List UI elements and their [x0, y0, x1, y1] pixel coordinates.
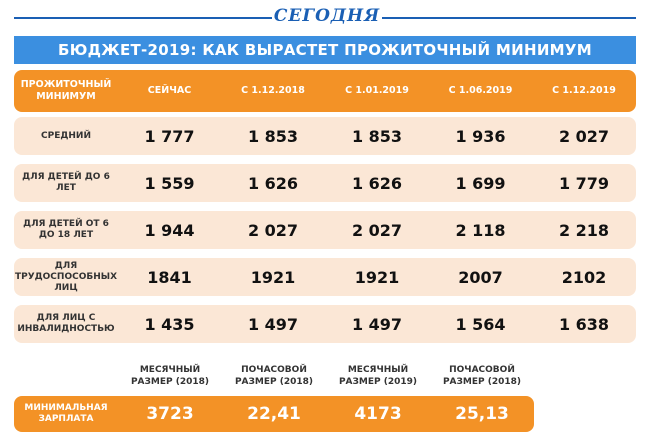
row-value: 1 559 — [144, 173, 195, 193]
brand-divider-left — [14, 17, 272, 19]
table-header-row: ПРОЖИТОЧНЫЙ МИНИМУМ СЕЙЧАС С 1.12.2018 С… — [14, 70, 636, 112]
table-row: ДЛЯ ДЕТЕЙ ОТ 6 ДО 18 ЛЕТ 1 944 2 027 2 0… — [14, 211, 636, 249]
min-wage-header: ПОЧАСОВОЙ РАЗМЕР (2018) — [442, 365, 522, 387]
row-value: 1 626 — [351, 173, 403, 193]
row-value: 1 944 — [144, 220, 195, 240]
row-label: ДЛЯ ТРУДОСПОСОБНЫХ ЛИЦ — [14, 260, 118, 293]
row-value: 1 626 — [247, 173, 299, 193]
table-row: ДЛЯ ЛИЦ С ИНВАЛИДНОСТЬЮ 1 435 1 497 1 49… — [14, 305, 636, 343]
page-title: БЮДЖЕТ-2019: КАК ВЫРАСТЕТ ПРОЖИТОЧНЫЙ МИ… — [14, 36, 636, 64]
row-value: 1 777 — [144, 126, 195, 146]
row-value: 1 779 — [558, 173, 610, 193]
row-value: 1 638 — [558, 314, 610, 334]
row-value: 1 853 — [351, 126, 403, 146]
row-value: 2 027 — [558, 126, 610, 146]
row-value: 2 027 — [351, 220, 403, 240]
header-cell-date-3: С 1.06.2019 — [448, 85, 513, 96]
row-value: 1 497 — [247, 314, 299, 334]
brand-header: СЕГОДНЯ — [0, 6, 650, 28]
row-value: 1 699 — [455, 173, 506, 193]
header-cell-date-2: С 1.01.2019 — [345, 85, 409, 96]
row-label: ДЛЯ ДЕТЕЙ ДО 6 ЛЕТ — [22, 172, 110, 193]
min-wage-value: 25,13 — [455, 404, 509, 424]
header-cell-date-4: С 1.12.2019 — [552, 85, 616, 96]
header-cell-date-1: С 1.12.2018 — [241, 85, 305, 96]
row-label: ДЛЯ ЛИЦ С ИНВАЛИДНОСТЬЮ — [17, 313, 115, 334]
min-wage-value: 22,41 — [247, 404, 301, 424]
brand-logo: СЕГОДНЯ — [273, 6, 381, 26]
table-row: ДЛЯ ДЕТЕЙ ДО 6 ЛЕТ 1 559 1 626 1 626 1 6… — [14, 164, 636, 202]
table-row: ДЛЯ ТРУДОСПОСОБНЫХ ЛИЦ 1841 1921 1921 20… — [14, 258, 636, 296]
row-label: СРЕДНИЙ — [41, 130, 91, 141]
row-value: 2 218 — [558, 220, 610, 240]
min-wage-label: МИНИМАЛЬНАЯ ЗАРПЛАТА — [24, 403, 108, 424]
row-value: 1 497 — [351, 314, 403, 334]
min-wage-value: 3723 — [146, 404, 194, 424]
min-wage-value: 4173 — [354, 404, 402, 424]
min-wage-header: МЕСЯЧНЫЙ РАЗМЕР (2019) — [338, 365, 418, 387]
row-value: 2102 — [561, 267, 607, 287]
brand-divider-right — [382, 17, 636, 19]
row-value: 1921 — [250, 267, 296, 287]
table-row: СРЕДНИЙ 1 777 1 853 1 853 1 936 2 027 — [14, 117, 636, 155]
row-value: 1 564 — [455, 314, 506, 334]
row-value: 2 118 — [455, 220, 506, 240]
row-value: 1841 — [147, 267, 192, 287]
min-wage-header: ПОЧАСОВОЙ РАЗМЕР (2018) — [234, 365, 314, 387]
row-value: 1921 — [354, 267, 400, 287]
row-value: 1 435 — [144, 314, 195, 334]
row-value: 2 027 — [247, 220, 299, 240]
min-wage-header: МЕСЯЧНЫЙ РАЗМЕР (2018) — [130, 365, 210, 387]
min-wage-bar: МИНИМАЛЬНАЯ ЗАРПЛАТА 3723 22,41 4173 25,… — [14, 396, 534, 432]
row-value: 2007 — [458, 267, 503, 287]
row-value: 1 853 — [247, 126, 299, 146]
row-label: ДЛЯ ДЕТЕЙ ОТ 6 ДО 18 ЛЕТ — [23, 219, 109, 240]
row-value: 1 936 — [455, 126, 506, 146]
header-cell-category: ПРОЖИТОЧНЫЙ МИНИМУМ — [20, 79, 112, 102]
header-cell-now: СЕЙЧАС — [147, 85, 192, 96]
